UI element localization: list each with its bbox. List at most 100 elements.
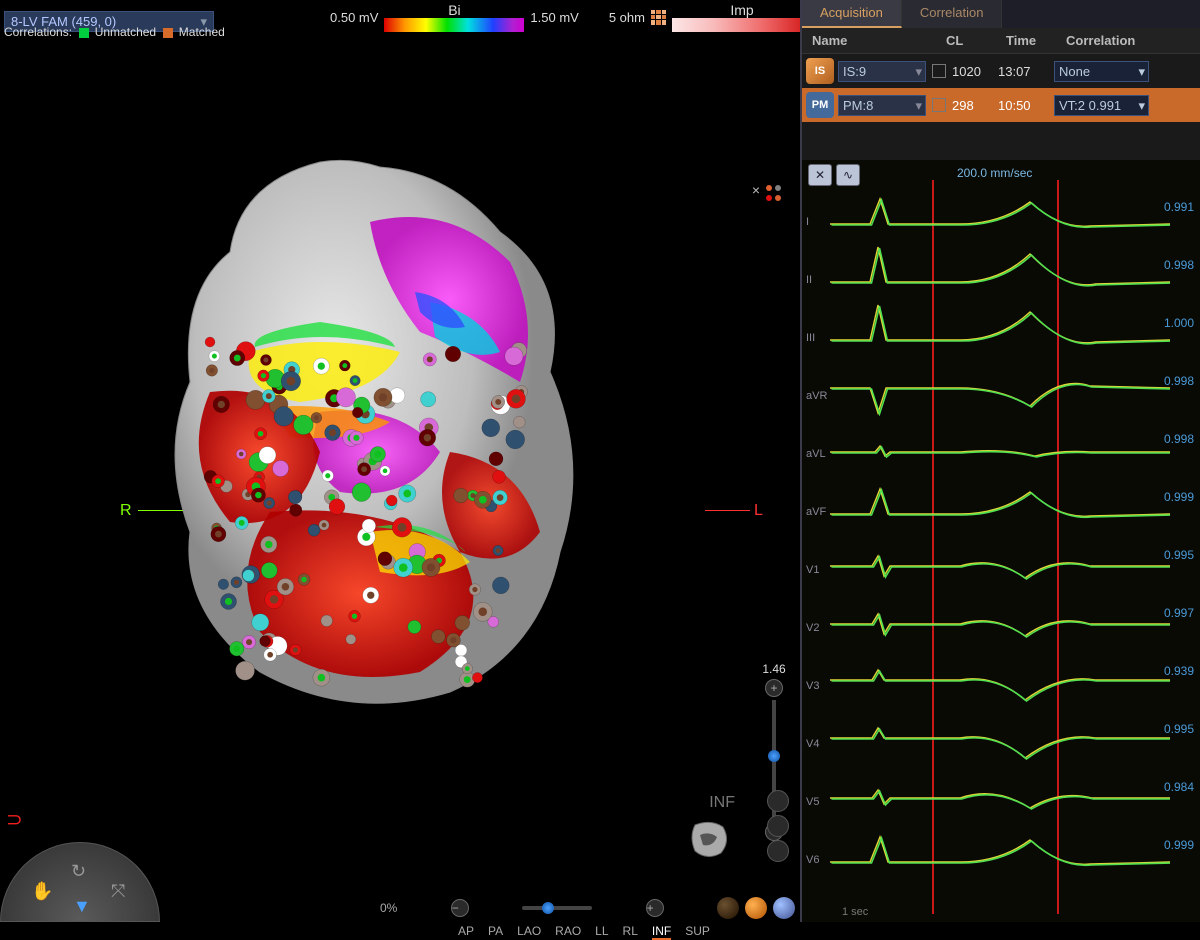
view-button-pa[interactable]: PA	[488, 924, 503, 940]
ecg-lead-row: II0.998	[802, 242, 1200, 300]
opacity-value: 0%	[380, 901, 397, 915]
lead-correlation-value: 0.997	[1164, 606, 1194, 620]
lead-correlation-value: 0.998	[1164, 374, 1194, 388]
table-header: Name CL Time Correlation	[802, 28, 1200, 54]
globe-icon[interactable]	[773, 897, 795, 919]
heart-3d-model[interactable]	[120, 152, 600, 722]
lead-waveform[interactable]	[830, 590, 1170, 648]
correlations-label: Correlations:	[4, 25, 72, 39]
zoom-in-button[interactable]: +	[765, 679, 783, 697]
signal-tool-button[interactable]: ∿	[836, 164, 860, 186]
map-3d-viewport[interactable]: R L × ⊃ ✋ ↻ ⤧ ▼ 1.46 + − INF 0% − + APPA…	[0, 42, 795, 922]
mini-btn-1[interactable]	[767, 790, 789, 812]
view-button-rao[interactable]: RAO	[555, 924, 581, 940]
row-name-dropdown[interactable]: PM:8	[838, 95, 926, 116]
lead-label: V6	[806, 854, 819, 866]
col-correlation: Correlation	[1066, 33, 1176, 48]
texture-orb-2[interactable]	[745, 897, 767, 919]
lead-waveform[interactable]	[830, 706, 1170, 764]
view-button-inf[interactable]: INF	[652, 924, 671, 940]
view-button-ap[interactable]: AP	[458, 924, 474, 940]
view-button-rl[interactable]: RL	[623, 924, 638, 940]
lead-correlation-value: 0.984	[1164, 780, 1194, 794]
row-type-icon: PM	[806, 92, 834, 118]
table-row[interactable]: PMPM:829810:50VT:2 0.991	[802, 88, 1200, 122]
point-display-toggle[interactable]	[763, 182, 787, 206]
sweep-speed-label: 200.0 mm/sec	[957, 166, 1032, 180]
opacity-minus-button[interactable]: −	[451, 899, 469, 917]
bi-color-bar[interactable]	[384, 18, 524, 32]
view-orientation-buttons: AP PA LAO RAO LL RL INF SUP	[440, 924, 855, 940]
row-checkbox[interactable]	[932, 64, 946, 78]
row-time-value: 13:07	[998, 64, 1054, 79]
tab-correlation[interactable]: Correlation	[902, 0, 1003, 28]
mini-btn-2[interactable]	[767, 815, 789, 837]
col-time: Time	[1006, 33, 1066, 48]
opacity-plus-button[interactable]: +	[646, 899, 664, 917]
lead-waveform[interactable]	[830, 184, 1170, 242]
lead-label: V3	[806, 680, 819, 692]
zoom-value: 1.46	[761, 662, 787, 676]
ecg-lead-row: V10.995	[802, 532, 1200, 590]
texture-orb-1[interactable]	[717, 897, 739, 919]
close-overlay-button[interactable]: ×	[752, 182, 760, 198]
nav-arrows-icon[interactable]: ⤧	[111, 881, 125, 902]
lead-waveform[interactable]	[830, 764, 1170, 822]
imp-min-label: 5 ohm	[609, 10, 645, 25]
impedance-grid-icon	[651, 10, 666, 25]
lead-waveform[interactable]	[830, 358, 1170, 416]
lead-correlation-value: 1.000	[1164, 316, 1194, 330]
panel-tabs: Acquisition Correlation	[802, 0, 1200, 28]
view-button-sup[interactable]: SUP	[685, 924, 710, 940]
navigation-dial[interactable]: ✋ ↻ ⤧ ▼	[0, 842, 160, 922]
row-type-icon: IS	[806, 58, 834, 84]
imp-color-bar[interactable]	[672, 18, 812, 32]
ecg-lead-row: III1.000	[802, 300, 1200, 358]
opacity-slider[interactable]	[522, 906, 592, 910]
correlations-legend: Correlations: Unmatched Matched	[4, 25, 225, 39]
right-panel: Acquisition Correlation Name CL Time Cor…	[800, 0, 1200, 922]
bipolar-scale: 0.50 mV Bi 1.50 mV	[330, 2, 579, 32]
lead-waveform[interactable]	[830, 300, 1170, 358]
tab-acquisition[interactable]: Acquisition	[802, 0, 902, 28]
opacity-thumb[interactable]	[542, 902, 554, 914]
unmatched-swatch	[79, 28, 89, 38]
mini-btn-3[interactable]	[767, 840, 789, 862]
caliper-tool-button[interactable]: ✕	[808, 164, 832, 186]
magnet-icon[interactable]: ⊃	[6, 807, 23, 832]
row-correlation-dropdown[interactable]: VT:2 0.991	[1054, 95, 1149, 116]
mini-view-buttons	[767, 790, 789, 862]
row-checkbox[interactable]	[932, 98, 946, 112]
table-row[interactable]: ISIS:9102013:07None	[802, 54, 1200, 88]
row-correlation-dropdown[interactable]: None	[1054, 61, 1149, 82]
lead-label: V4	[806, 738, 819, 750]
view-button-ll[interactable]: LL	[595, 924, 608, 940]
lead-waveform[interactable]	[830, 416, 1170, 474]
mini-orientation-model[interactable]	[685, 817, 735, 862]
lead-waveform[interactable]	[830, 474, 1170, 532]
ecg-tools: ✕ ∿	[808, 164, 860, 186]
imp-name-label: Imp	[672, 2, 812, 18]
table-body: ISIS:9102013:07NonePMPM:829810:50VT:2 0.…	[802, 54, 1200, 122]
lead-waveform[interactable]	[830, 242, 1170, 300]
lead-waveform[interactable]	[830, 648, 1170, 706]
nav-dropdown-icon[interactable]: ▼	[73, 896, 91, 917]
view-button-lao[interactable]: LAO	[517, 924, 541, 940]
lead-label: aVL	[806, 448, 826, 460]
left-orientation-marker: L	[705, 502, 763, 520]
col-name: Name	[806, 33, 946, 48]
zoom-thumb[interactable]	[768, 750, 780, 762]
lead-label: aVF	[806, 506, 826, 518]
lead-waveform[interactable]	[830, 822, 1170, 880]
nav-rotate-icon[interactable]: ↻	[71, 861, 86, 882]
lead-waveform[interactable]	[830, 532, 1170, 590]
lead-label: II	[806, 274, 812, 286]
unmatched-label: Unmatched	[95, 25, 156, 39]
mini-orientation-label: INF	[709, 794, 735, 812]
bi-max-label: 1.50 mV	[530, 10, 578, 25]
lead-correlation-value: 0.999	[1164, 490, 1194, 504]
nav-hand-icon[interactable]: ✋	[31, 881, 53, 902]
right-orientation-marker: R	[120, 502, 183, 520]
row-name-dropdown[interactable]: IS:9	[838, 61, 926, 82]
lead-label: I	[806, 216, 809, 228]
